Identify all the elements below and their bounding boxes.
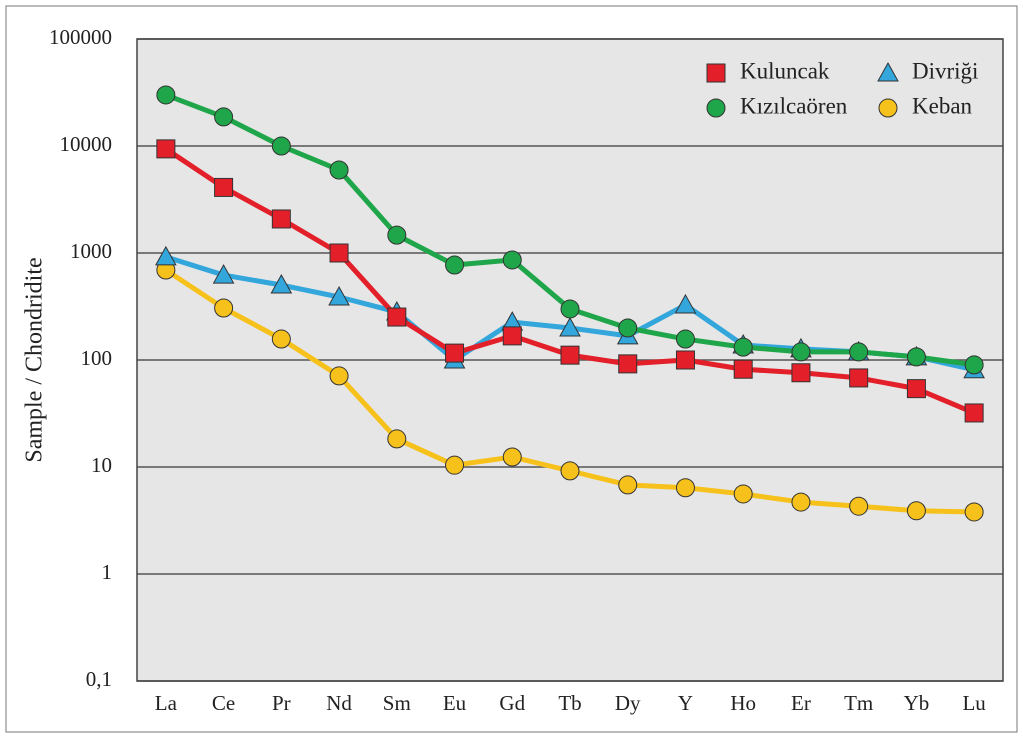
data-point — [328, 285, 350, 306]
data-point — [387, 429, 407, 449]
data-point — [270, 273, 293, 294]
data-point — [271, 329, 291, 349]
data-point — [791, 363, 811, 383]
data-point — [212, 264, 235, 284]
data-point — [502, 447, 522, 467]
y-tick-label: 1000 — [70, 239, 112, 263]
x-tick-label: Nd — [326, 691, 352, 715]
data-point — [560, 345, 580, 365]
data-point — [271, 136, 291, 156]
data-point — [791, 492, 811, 512]
x-tick-label: Sm — [383, 691, 411, 715]
data-point — [791, 342, 811, 362]
data-point — [214, 298, 234, 318]
y-tick-label: 10 — [91, 453, 112, 477]
data-point — [733, 484, 753, 504]
x-tick-label: Ce — [212, 691, 235, 715]
data-point — [964, 355, 984, 375]
y-axis-label: Sample / Chondridite — [22, 257, 48, 462]
data-point — [445, 255, 465, 275]
data-point — [674, 293, 697, 314]
data-point — [156, 139, 176, 159]
y-tick-label: 1 — [102, 560, 113, 584]
legend-marker — [706, 98, 726, 118]
x-tick-label: Pr — [272, 691, 291, 715]
data-point — [733, 359, 753, 379]
data-point — [560, 461, 580, 481]
plot-border — [136, 38, 1004, 682]
data-point — [329, 366, 349, 386]
data-point — [329, 160, 349, 180]
data-point — [329, 243, 349, 263]
y-tick-label: 10000 — [60, 132, 113, 156]
x-tick-label: La — [155, 691, 178, 715]
data-point — [445, 343, 465, 363]
x-tick-label: Er — [791, 691, 811, 715]
data-point — [502, 326, 522, 346]
legend-label: Kuluncak — [740, 58, 830, 83]
x-tick-label: Tb — [558, 691, 581, 715]
data-point — [271, 209, 291, 229]
data-point — [560, 299, 580, 319]
y-tick-label: 100000 — [49, 25, 112, 49]
data-point — [155, 245, 177, 266]
legend-label: Keban — [912, 93, 973, 118]
legend-marker — [878, 98, 898, 118]
data-point — [906, 379, 926, 399]
data-point — [387, 307, 407, 327]
data-point — [502, 250, 522, 270]
data-point — [675, 329, 695, 349]
data-point — [214, 107, 234, 127]
data-point — [214, 177, 234, 197]
legend-label: Kızılcaören — [740, 93, 848, 118]
data-point — [733, 337, 753, 357]
legend-marker — [877, 61, 899, 82]
x-tick-label: Dy — [615, 691, 641, 715]
legend-label: Divriği — [912, 58, 978, 83]
data-point — [964, 403, 984, 423]
data-point — [618, 318, 638, 338]
x-tick-label: Lu — [962, 691, 986, 715]
x-tick-label: Tm — [844, 691, 873, 715]
data-point — [675, 350, 695, 370]
data-point — [675, 478, 695, 498]
data-point — [906, 501, 926, 521]
data-point — [618, 354, 638, 374]
data-point — [849, 368, 869, 388]
x-tick-label: Ho — [730, 691, 756, 715]
x-tick-label: Gd — [499, 691, 525, 715]
data-point — [906, 347, 926, 367]
data-point — [964, 502, 984, 522]
data-point — [618, 475, 638, 495]
data-point — [156, 85, 176, 105]
x-tick-label: Eu — [443, 691, 467, 715]
y-tick-label: 0,1 — [86, 667, 112, 691]
data-point — [849, 496, 869, 516]
data-point — [387, 225, 407, 245]
x-tick-label: Y — [678, 691, 693, 715]
x-tick-label: Yb — [904, 691, 930, 715]
data-point — [559, 316, 581, 337]
data-point — [445, 455, 465, 475]
data-point — [849, 342, 869, 362]
legend-marker — [706, 63, 726, 83]
y-tick-label: 100 — [81, 346, 113, 370]
